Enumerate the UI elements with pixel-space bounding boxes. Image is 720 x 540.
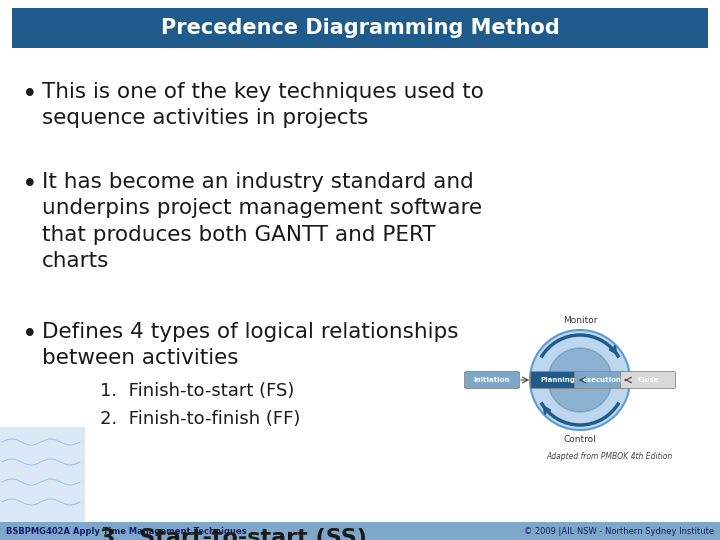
Text: BSBPMG402A Apply Time Management Techniques: BSBPMG402A Apply Time Management Techniq… (6, 526, 247, 536)
Text: Initiation: Initiation (474, 377, 510, 383)
Text: Monitor: Monitor (563, 316, 598, 325)
Text: © 2009 |AIL NSW - Northern Sydney Institute: © 2009 |AIL NSW - Northern Sydney Instit… (524, 526, 714, 536)
Circle shape (530, 330, 630, 430)
Text: •: • (22, 172, 37, 198)
Polygon shape (0, 427, 85, 522)
Text: Defines 4 types of logical relationships
between activities: Defines 4 types of logical relationships… (42, 322, 459, 368)
Text: 1.  Finish-to-start (FS): 1. Finish-to-start (FS) (100, 382, 294, 400)
Text: •: • (22, 322, 37, 348)
Text: It has become an industry standard and
underpins project management software
tha: It has become an industry standard and u… (42, 172, 482, 271)
Text: Execution: Execution (582, 377, 621, 383)
Text: 2.  Finish-to-finish (FF): 2. Finish-to-finish (FF) (100, 410, 300, 428)
Bar (0, 522, 720, 540)
Text: Planning: Planning (541, 377, 575, 383)
Text: Control: Control (564, 435, 596, 444)
FancyBboxPatch shape (575, 372, 629, 388)
FancyBboxPatch shape (531, 372, 585, 388)
Bar (12, 8, 708, 48)
Text: Close: Close (637, 377, 659, 383)
FancyBboxPatch shape (621, 372, 675, 388)
Text: 3.  Start-to-start (SS): 3. Start-to-start (SS) (100, 528, 367, 540)
Text: Precedence Diagramming Method: Precedence Diagramming Method (161, 18, 559, 38)
Text: •: • (22, 82, 37, 108)
Circle shape (548, 348, 612, 412)
Text: Adapted from PMBOK 4th Edition: Adapted from PMBOK 4th Edition (547, 452, 673, 461)
Text: This is one of the key techniques used to
sequence activities in projects: This is one of the key techniques used t… (42, 82, 484, 129)
FancyBboxPatch shape (464, 372, 520, 388)
